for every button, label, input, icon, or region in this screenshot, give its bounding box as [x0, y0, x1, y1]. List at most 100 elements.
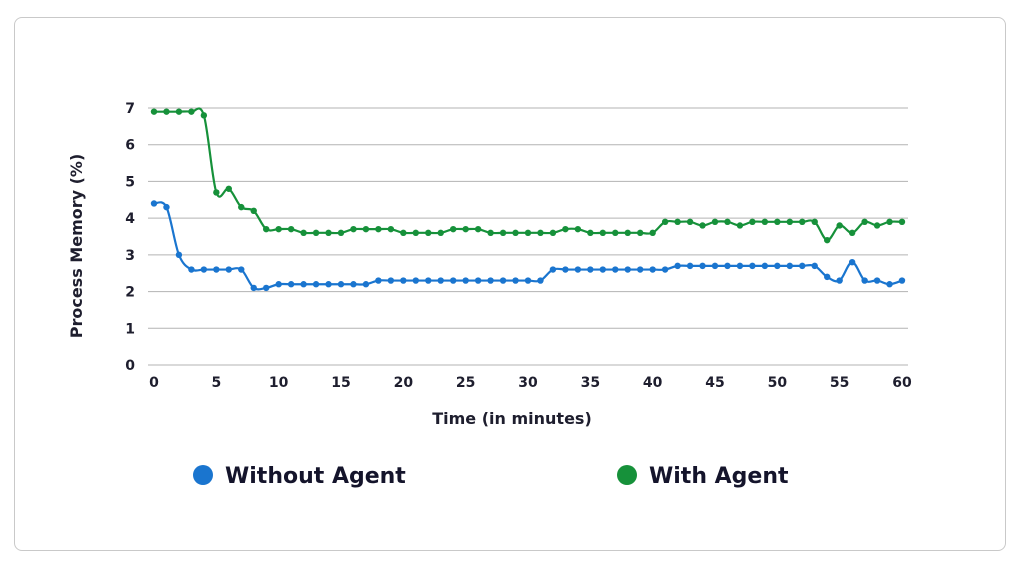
- x-axis-label: Time (in minutes): [432, 409, 592, 428]
- data-point: [362, 225, 370, 233]
- data-point: [188, 266, 195, 273]
- data-point: [425, 277, 432, 284]
- data-point: [287, 225, 295, 233]
- data-point: [761, 262, 769, 270]
- data-point: [836, 277, 843, 284]
- y-tick-label: 1: [125, 321, 135, 337]
- x-tick-label: 40: [643, 375, 663, 391]
- data-point: [325, 281, 332, 288]
- data-point: [200, 266, 208, 273]
- data-point: [661, 266, 669, 273]
- data-point: [250, 284, 257, 292]
- data-point: [163, 203, 170, 211]
- y-tick-label: 4: [125, 211, 135, 227]
- data-point: [811, 218, 818, 226]
- data-point: [649, 266, 656, 273]
- data-point: [674, 262, 681, 270]
- data-point: [724, 262, 731, 270]
- gridlines: [148, 107, 908, 366]
- data-point: [312, 281, 320, 288]
- data-point: [200, 112, 208, 119]
- data-point: [188, 108, 195, 115]
- data-point: [587, 266, 594, 273]
- data-point: [624, 266, 631, 273]
- x-tick-label: 55: [830, 375, 849, 391]
- data-point: [412, 277, 419, 284]
- data-point: [848, 229, 856, 237]
- series-group: [150, 107, 906, 292]
- data-point: [400, 229, 407, 237]
- data-point: [786, 262, 793, 270]
- data-point: [350, 225, 357, 233]
- data-point: [225, 266, 232, 273]
- data-point: [824, 273, 831, 281]
- data-point: [824, 236, 831, 244]
- y-tick-label: 3: [125, 248, 135, 264]
- x-tick-label: 50: [768, 375, 788, 391]
- data-point: [337, 229, 345, 237]
- data-point: [512, 277, 519, 284]
- x-tick-label: 10: [269, 375, 289, 391]
- data-point: [711, 262, 719, 270]
- data-point: [175, 251, 183, 259]
- data-point: [686, 218, 694, 226]
- x-tick-label: 30: [518, 375, 538, 391]
- data-point: [736, 262, 744, 270]
- data-point: [599, 229, 606, 237]
- data-point: [238, 203, 245, 211]
- data-point: [462, 277, 469, 284]
- data-point: [861, 277, 868, 284]
- data-point: [250, 207, 257, 214]
- data-point: [437, 229, 444, 237]
- data-point: [275, 225, 282, 233]
- legend: Without Agent With Agent: [193, 464, 789, 489]
- legend-marker: [193, 465, 213, 485]
- data-point: [562, 266, 569, 273]
- data-point: [300, 229, 307, 237]
- data-point: [238, 266, 245, 273]
- x-axis-ticks: 0 5 10 15 20 25 30 35 40 45 50 55 60: [149, 375, 912, 391]
- data-point: [175, 108, 183, 115]
- data-point: [362, 281, 370, 288]
- data-point: [499, 277, 507, 284]
- data-point: [686, 262, 694, 270]
- legend-label: With Agent: [649, 464, 789, 489]
- data-point: [848, 259, 856, 266]
- x-tick-label: 25: [456, 375, 475, 391]
- data-point: [387, 225, 395, 233]
- data-point: [612, 266, 619, 273]
- data-point: [275, 281, 282, 288]
- data-point: [612, 229, 619, 237]
- data-point: [861, 218, 868, 226]
- x-tick-label: 15: [331, 375, 350, 391]
- data-point: [487, 229, 494, 237]
- data-point: [450, 225, 457, 233]
- y-tick-label: 7: [125, 101, 135, 117]
- data-point: [786, 218, 793, 226]
- data-point: [799, 262, 806, 270]
- data-point: [649, 229, 656, 237]
- x-tick-label: 0: [149, 375, 159, 391]
- y-tick-label: 2: [125, 285, 135, 301]
- data-point: [437, 277, 444, 284]
- data-point: [873, 277, 881, 284]
- data-point: [450, 277, 457, 284]
- y-tick-label: 0: [125, 358, 135, 374]
- data-point: [761, 218, 769, 226]
- data-point: [774, 262, 781, 270]
- data-point: [549, 229, 557, 237]
- data-point: [637, 266, 644, 273]
- data-point: [425, 229, 432, 237]
- data-point: [699, 262, 706, 270]
- data-point: [350, 281, 357, 288]
- data-point: [699, 222, 706, 229]
- data-point: [524, 229, 532, 237]
- data-point: [400, 277, 407, 284]
- legend-marker: [617, 465, 637, 485]
- data-point: [574, 225, 582, 233]
- data-point: [811, 262, 818, 270]
- data-point: [213, 266, 220, 273]
- data-point: [375, 277, 382, 284]
- data-point: [263, 284, 270, 292]
